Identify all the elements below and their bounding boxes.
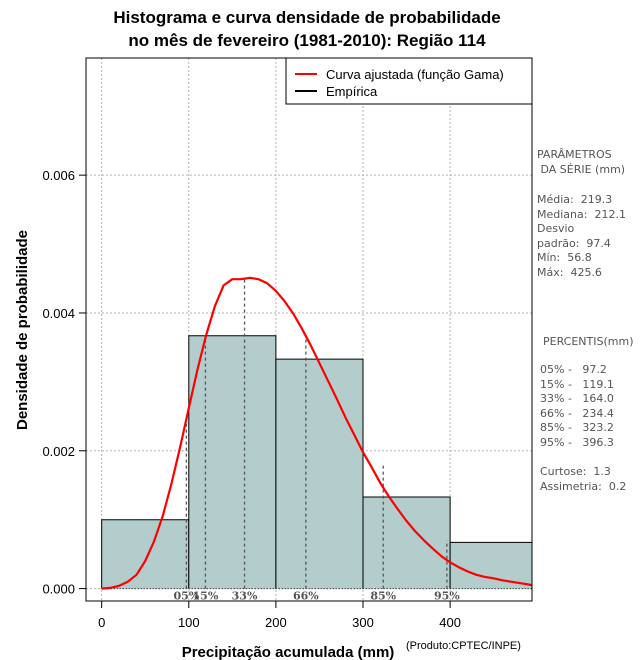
percentile-marker-label: 33% bbox=[232, 590, 258, 603]
y-tick-label: 0.002 bbox=[42, 444, 75, 459]
histogram-bar bbox=[450, 542, 532, 589]
x-tick-label: 0 bbox=[98, 615, 105, 630]
x-tick-label: 300 bbox=[352, 615, 374, 630]
percentis-title: PERCENTIS(mm) bbox=[543, 335, 634, 348]
y-axis-label: Densidade de probabilidade bbox=[14, 230, 31, 430]
y-tick-label: 0.004 bbox=[42, 306, 75, 321]
stats-extra: Curtose: 1.3 Assimetria: 0.2 bbox=[540, 465, 627, 493]
x-tick-label: 200 bbox=[265, 615, 287, 630]
product-credit: (Produto:CPTEC/INPE) bbox=[406, 640, 521, 652]
percentile-marker-label: 95% bbox=[434, 590, 460, 603]
chart-title: Histograma e curva densidade de probabil… bbox=[113, 8, 501, 27]
legend-box bbox=[285, 57, 533, 105]
x-axis-label: Precipitação acumulada (mm) bbox=[182, 644, 395, 660]
chart-subtitle: no mês de fevereiro (1981-2010): Região … bbox=[128, 31, 486, 50]
fitted-gamma-curve bbox=[101, 276, 533, 590]
params-body: Média: 219.3 Mediana: 212.1 Desvio padrã… bbox=[537, 193, 626, 279]
percentile-marker-label: 85% bbox=[370, 590, 396, 603]
histogram-bar bbox=[363, 496, 451, 589]
histogram-bar-outline bbox=[449, 541, 532, 589]
legend-label: Curva ajustada (função Gama) bbox=[326, 67, 504, 82]
x-tick-label: 100 bbox=[178, 615, 200, 630]
y-tick-label: 0.000 bbox=[42, 582, 75, 597]
histogram-bar bbox=[101, 519, 189, 589]
histogram-bar bbox=[275, 359, 364, 589]
y-tick-label: 0.006 bbox=[42, 168, 75, 183]
histogram-bar-outline bbox=[275, 358, 364, 589]
x-tick-label: 400 bbox=[439, 615, 461, 630]
percentile-marker-label: 05% bbox=[173, 590, 199, 603]
params-title: PARÂMETROS DA SÉRIE (mm) bbox=[537, 148, 626, 176]
legend-label: Empírica bbox=[326, 84, 378, 99]
histogram-bar bbox=[188, 335, 276, 589]
percentis-body: 05% - 97.2 15% - 119.1 33% - 164.0 66% -… bbox=[540, 363, 614, 449]
percentile-marker-label: 66% bbox=[293, 590, 319, 603]
percentile-marker-label: 15% bbox=[193, 590, 219, 603]
